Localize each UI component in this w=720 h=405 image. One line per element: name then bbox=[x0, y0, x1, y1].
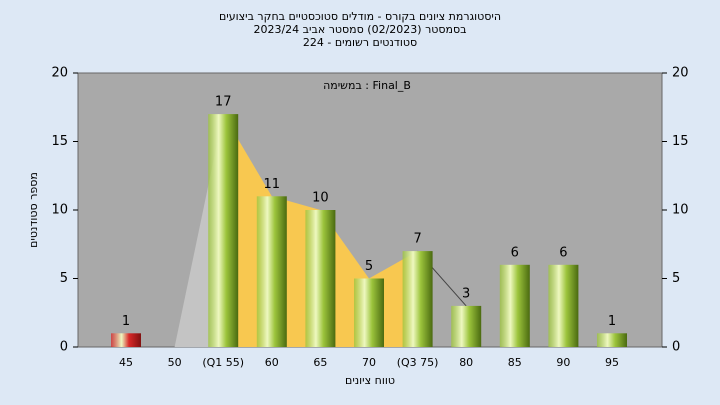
y-tick-label: 5 bbox=[60, 271, 68, 286]
x-tick-label: 50 bbox=[168, 356, 182, 369]
chart-title: היסטוגרמת ציונים בקורס - מודלים סטוכסטיי… bbox=[219, 10, 501, 23]
bar bbox=[111, 333, 141, 347]
y-tick-label: 10 bbox=[672, 203, 689, 218]
y-tick-label: 10 bbox=[51, 203, 68, 218]
y-tick-label: 0 bbox=[672, 340, 680, 355]
x-tick-label: 70 bbox=[362, 356, 376, 369]
bar bbox=[354, 278, 384, 347]
chart-subtitle: בסמסטר (02/2023) סמסטר אביב 2023/24 bbox=[253, 23, 466, 36]
value-label: 6 bbox=[559, 245, 567, 260]
x-axis-label: טווח ציונים bbox=[345, 374, 395, 387]
value-label: 10 bbox=[312, 191, 329, 206]
value-label: 17 bbox=[215, 95, 232, 110]
x-tick-label: 65 bbox=[313, 356, 327, 369]
chart-subtitle: סטודנטים רשומים - 224 bbox=[303, 36, 417, 49]
bar bbox=[499, 264, 530, 347]
y-tick-label: 15 bbox=[51, 134, 68, 149]
y-tick-label: 0 bbox=[60, 340, 68, 355]
x-tick-label: (Q1 55) bbox=[202, 356, 244, 369]
y-tick-label: 20 bbox=[51, 66, 68, 81]
bar bbox=[597, 333, 627, 347]
x-tick-label: 95 bbox=[605, 356, 619, 369]
bar bbox=[256, 196, 287, 347]
value-label: 1 bbox=[608, 314, 616, 329]
value-label: 5 bbox=[365, 259, 373, 274]
x-tick-label: 60 bbox=[265, 356, 279, 369]
bar bbox=[402, 251, 433, 347]
value-label: 11 bbox=[264, 177, 281, 192]
value-label: 1 bbox=[122, 314, 130, 329]
bar bbox=[451, 305, 482, 347]
bar bbox=[305, 210, 336, 347]
x-tick-label: 85 bbox=[508, 356, 522, 369]
x-tick-label: 45 bbox=[119, 356, 133, 369]
y-tick-label: 5 bbox=[672, 271, 680, 286]
y-axis-label: מספר סטודנטים bbox=[27, 172, 40, 248]
bar bbox=[548, 264, 579, 347]
annotation: Final_B : במשימה bbox=[323, 79, 411, 92]
y-tick-label: 15 bbox=[672, 134, 689, 149]
value-label: 3 bbox=[462, 286, 470, 301]
value-label: 7 bbox=[413, 232, 421, 247]
x-tick-label: (Q3 75) bbox=[397, 356, 439, 369]
y-tick-label: 20 bbox=[672, 66, 689, 81]
x-tick-label: 80 bbox=[459, 356, 473, 369]
bar bbox=[208, 114, 239, 347]
value-label: 6 bbox=[511, 245, 519, 260]
x-tick-label: 90 bbox=[556, 356, 570, 369]
